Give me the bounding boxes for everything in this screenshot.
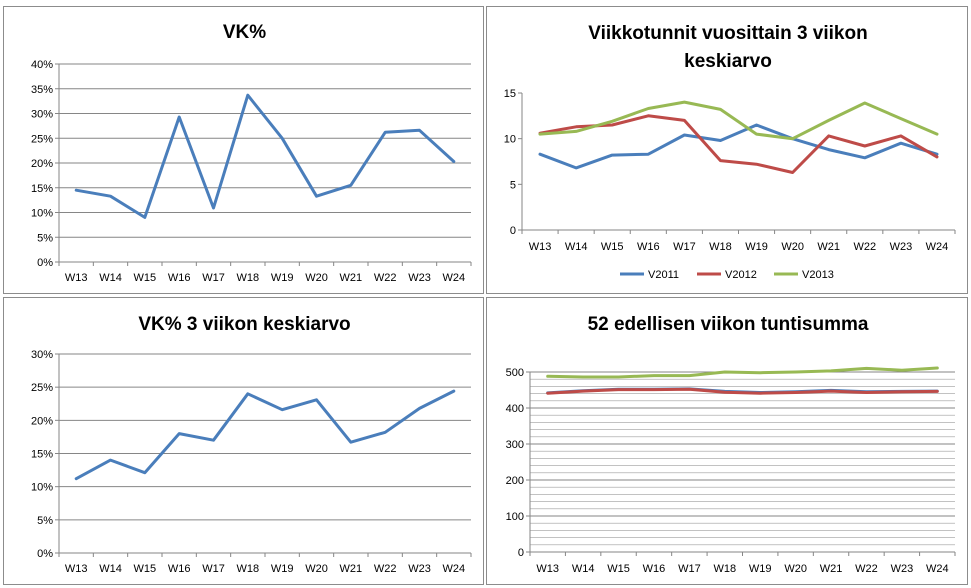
x-tick-label: W14: [99, 272, 122, 284]
y-tick-label: 0%: [37, 257, 53, 269]
y-tick-label: 30%: [31, 349, 53, 361]
x-tick-label: W22: [853, 241, 876, 253]
series-line-2: [546, 366, 939, 379]
y-tick-label: 15%: [31, 183, 53, 195]
y-tick-label: 0: [510, 225, 516, 237]
x-tick-label: W21: [817, 241, 840, 253]
x-tick-label: W18: [237, 563, 260, 575]
legend-label: V2013: [802, 269, 834, 281]
y-tick-label: 10: [504, 134, 516, 146]
y-tick-label: 25%: [31, 382, 53, 394]
y-tick-label: 15: [504, 88, 516, 100]
y-tick-label: 10%: [31, 482, 53, 494]
y-tick-label: 500: [506, 367, 524, 379]
x-tick-label: W17: [202, 272, 225, 284]
y-tick-label: 10%: [31, 208, 53, 220]
y-tick-label: 0%: [37, 548, 53, 560]
x-tick-label: W16: [637, 241, 660, 253]
x-tick-label: W13: [65, 272, 88, 284]
x-tick-label: W17: [678, 563, 701, 575]
x-tick-label: W17: [202, 563, 225, 575]
x-tick-label: W21: [340, 563, 363, 575]
series-line-1: [546, 387, 939, 395]
y-tick-label: 5%: [37, 515, 53, 527]
series-line-v2012: [538, 114, 939, 174]
x-tick-label: W20: [305, 272, 328, 284]
chart-panel-vk3: VK% 3 viikon keskiarvo 0% 5% 10% 15% 20% 25% 30…: [3, 297, 484, 585]
x-tick-label: W22: [374, 272, 397, 284]
chart-title: Viikkotunnit vuosittain 3 viikon: [588, 23, 867, 44]
chart-vk: VK% 0% 5% 10% 15% 20% 25% 30% 35% 40% W13 W14 W15 W16…: [31, 22, 472, 284]
y-tick-label: 15%: [31, 449, 53, 461]
chart-title: keskiarvo: [684, 51, 772, 72]
x-tick-label: W15: [134, 563, 157, 575]
y-tick-label: 400: [506, 403, 524, 415]
chart-title: 52 edellisen viikon tuntisumma: [588, 314, 869, 335]
chart-panel-tuntisumma: 52 edellisen viikon tuntisumma 0 100 200 300…: [486, 297, 968, 585]
x-tick-label: W18: [709, 241, 732, 253]
y-tick-label: 5: [510, 179, 516, 191]
x-tick-label: W20: [305, 563, 328, 575]
x-tick-label: W16: [643, 563, 666, 575]
y-tick-label: 35%: [31, 84, 53, 96]
x-tick-label: W13: [536, 563, 559, 575]
x-tick-label: W21: [340, 272, 363, 284]
x-tick-label: W19: [271, 272, 294, 284]
y-tick-label: 30%: [31, 109, 53, 121]
x-tick-label: W14: [99, 563, 122, 575]
x-tick-label: W23: [408, 563, 431, 575]
x-tick-label: W13: [529, 241, 552, 253]
y-tick-label: 40%: [31, 59, 53, 71]
x-tick-label: W15: [607, 563, 630, 575]
y-tick-label: 25%: [31, 133, 53, 145]
x-tick-label: W16: [168, 272, 191, 284]
x-tick-label: W24: [926, 563, 949, 575]
chart-tuntisumma: 52 edellisen viikon tuntisumma 0 100 200 300…: [506, 314, 956, 575]
y-tick-label: 5%: [37, 232, 53, 244]
chart-vk3: VK% 3 viikon keskiarvo 0% 5% 10% 15% 20% 25% 30…: [31, 314, 472, 575]
x-tick-label: W19: [745, 241, 768, 253]
x-tick-label: W24: [926, 241, 949, 253]
series-line-v2011: [538, 123, 939, 170]
x-tick-label: W23: [890, 241, 913, 253]
legend-label: V2012: [725, 269, 757, 281]
x-tick-label: W23: [408, 272, 431, 284]
legend-label: V2011: [648, 269, 679, 281]
x-tick-label: W19: [749, 563, 772, 575]
chart-panel-viikkotunnit: Viikkotunnit vuosittain 3 viikon keskiarv…: [486, 6, 968, 294]
x-tick-label: W22: [374, 563, 397, 575]
x-tick-label: W16: [168, 563, 191, 575]
y-tick-label: 0: [518, 547, 524, 559]
x-tick-label: W17: [673, 241, 696, 253]
x-tick-label: W14: [572, 563, 595, 575]
chart-panel-vk: VK% 0% 5% 10% 15% 20% 25% 30% 35% 40% W13 W14 W15 W16…: [3, 6, 484, 294]
x-tick-label: W24: [443, 563, 466, 575]
chart-title: VK% 3 viikon keskiarvo: [138, 314, 350, 335]
y-tick-label: 20%: [31, 415, 53, 427]
x-tick-label: W18: [237, 272, 260, 284]
x-tick-label: W20: [781, 241, 804, 253]
x-tick-label: W24: [443, 272, 466, 284]
series-line-0: [74, 389, 456, 481]
chart-title: VK%: [223, 22, 266, 43]
x-tick-label: W21: [820, 563, 843, 575]
x-tick-label: W15: [134, 272, 157, 284]
series-line-v2013: [538, 100, 939, 141]
x-tick-label: W15: [601, 241, 624, 253]
x-tick-label: W19: [271, 563, 294, 575]
y-tick-label: 300: [506, 439, 524, 451]
x-tick-label: W18: [713, 563, 736, 575]
y-tick-label: 20%: [31, 158, 53, 170]
x-tick-label: W20: [784, 563, 807, 575]
x-tick-label: W14: [565, 241, 588, 253]
chart-viikkotunnit: Viikkotunnit vuosittain 3 viikon keskiarv…: [504, 23, 956, 281]
x-tick-label: W22: [855, 563, 878, 575]
x-tick-label: W23: [891, 563, 914, 575]
y-tick-label: 200: [506, 475, 524, 487]
series-line-0: [74, 93, 456, 219]
x-tick-label: W13: [65, 563, 88, 575]
y-tick-label: 100: [506, 511, 524, 523]
